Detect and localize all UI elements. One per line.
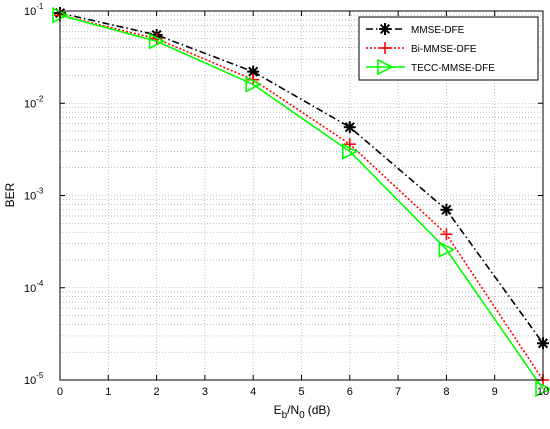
legend-label: TECC-MMSE-DFE (411, 63, 495, 74)
x-tick-label: 3 (202, 386, 208, 398)
y-tick-label: 10-4 (24, 279, 44, 295)
data-point (248, 66, 259, 77)
y-tick-label-exponent: -1 (36, 2, 44, 11)
x-tick-label: 9 (492, 386, 498, 398)
data-point (245, 76, 262, 93)
y-tick-label-exponent: -2 (36, 94, 44, 103)
x-label-e: E (274, 403, 282, 417)
x-label-sub-b: b (282, 410, 288, 421)
data-point (438, 241, 456, 258)
data-point (535, 380, 550, 398)
legend-marker (379, 23, 391, 35)
legend-label: MMSE-DFE (411, 25, 465, 36)
x-axis-label: Eb/N0 (dB) (274, 403, 331, 421)
y-tick-label: 10-5 (24, 371, 44, 387)
series-line (59, 12, 544, 344)
legend-marker (377, 58, 394, 76)
data-point (344, 122, 355, 133)
x-label-n: /N (287, 403, 299, 417)
x-tick-label: 2 (154, 386, 160, 398)
data-point (148, 32, 166, 50)
y-axis-label: BER (3, 182, 17, 207)
data-point (441, 204, 452, 215)
y-tick-label-exponent: -3 (36, 187, 44, 196)
legend: MMSE-DFE Bi-MMSE-DFE TECC-MMSE-DFE (358, 16, 539, 81)
x-tick-label: 7 (395, 386, 401, 398)
y-tick-label: 10-2 (24, 94, 44, 110)
x-tick-label: 6 (347, 386, 353, 398)
y-tick-label-base: 10 (24, 375, 36, 387)
x-tick-label: 8 (443, 386, 449, 398)
y-tick-label: 10-1 (24, 2, 44, 18)
x-tick-label: 5 (298, 386, 304, 398)
x-label-sub-0: 0 (299, 410, 305, 421)
series-line (59, 14, 544, 381)
data-point (341, 143, 359, 160)
y-tick-label-base: 10 (24, 98, 36, 110)
legend-label: Bi-MMSE-DFE (411, 44, 477, 55)
series-layer (52, 6, 550, 398)
x-tick-label: 4 (250, 386, 256, 398)
y-tick-label-base: 10 (24, 6, 36, 18)
x-tick-label: 10 (537, 386, 549, 398)
series-line (59, 14, 544, 390)
y-tick-label-base: 10 (24, 283, 36, 295)
y-tick-label-exponent: -4 (36, 279, 44, 288)
y-tick-label-base: 10 (24, 191, 36, 203)
x-label-unit: (dB) (308, 403, 331, 417)
y-tick-label: 10-3 (24, 187, 44, 203)
y-tick-label-exponent: -5 (36, 371, 44, 380)
x-tick-label: 0 (57, 386, 63, 398)
x-tick-label: 1 (105, 386, 111, 398)
